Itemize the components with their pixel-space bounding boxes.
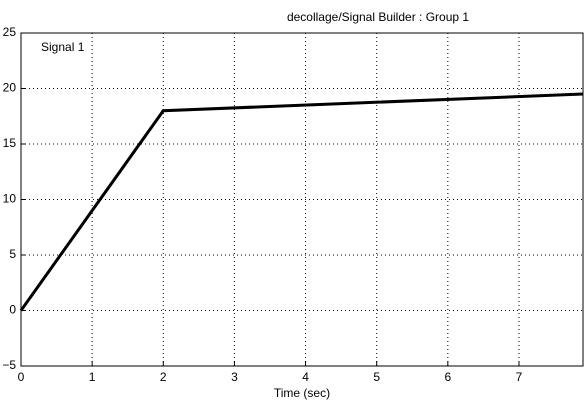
chart-title: decollage/Signal Builder : Group 1 — [287, 10, 469, 24]
x-tick-label: 4 — [302, 370, 309, 384]
x-tick-label: 2 — [160, 370, 167, 384]
axes-box — [20, 32, 584, 367]
y-tick-label: 0 — [9, 303, 16, 317]
y-tick-label: −5 — [2, 358, 16, 372]
y-tick-label: 20 — [3, 81, 17, 95]
x-tick-label: 7 — [516, 370, 523, 384]
y-tick-label: 5 — [9, 247, 16, 261]
x-tick-label: 1 — [89, 370, 96, 384]
y-tick-label: 15 — [3, 136, 17, 150]
x-axis-label: Time (sec) — [274, 386, 330, 400]
series-line — [19, 92, 584, 312]
x-tick-label: 6 — [444, 370, 451, 384]
x-tick-label: 5 — [373, 370, 380, 384]
signal-label: Signal 1 — [41, 40, 85, 54]
x-tick-label: 3 — [231, 370, 238, 384]
y-tick-label: 25 — [3, 25, 17, 39]
y-tick-label: 10 — [3, 192, 17, 206]
x-tick-label: 0 — [18, 370, 25, 384]
